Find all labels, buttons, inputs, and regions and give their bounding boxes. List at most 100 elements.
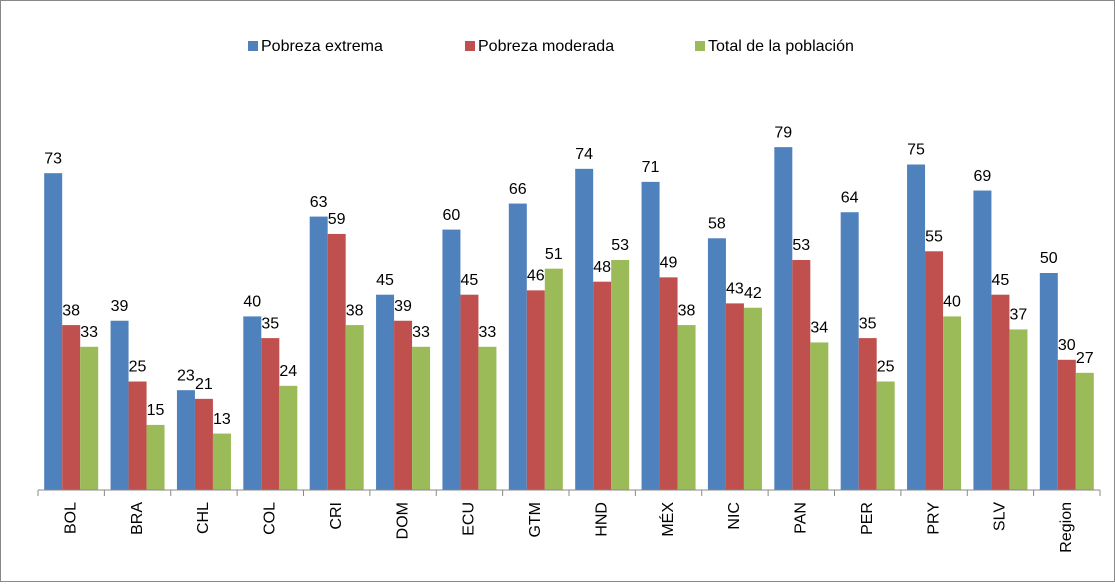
bar <box>1039 273 1058 490</box>
bar <box>991 294 1010 490</box>
bar <box>725 303 744 490</box>
value-label: 45 <box>376 272 394 289</box>
bar <box>128 381 147 490</box>
bar <box>593 281 612 490</box>
bar <box>309 216 328 490</box>
x-tick-label: CRI <box>328 502 345 530</box>
value-label: 60 <box>443 207 461 224</box>
bar <box>943 316 962 490</box>
value-label: 69 <box>974 168 992 185</box>
value-label: 71 <box>642 159 660 176</box>
value-label: 75 <box>907 142 925 159</box>
x-tick-label: PER <box>859 502 876 535</box>
x-tick-label: GTM <box>527 502 544 538</box>
x-tick-label: BRA <box>129 502 146 535</box>
bar <box>345 325 364 490</box>
legend-swatch <box>248 41 258 51</box>
value-label: 33 <box>80 324 98 341</box>
bar <box>611 259 630 490</box>
value-label: 23 <box>177 367 195 384</box>
bar <box>194 398 213 490</box>
bar <box>774 147 793 490</box>
value-label: 40 <box>243 294 261 311</box>
x-tick-label: BOL <box>62 502 79 534</box>
bar <box>412 346 431 490</box>
bar <box>858 338 877 490</box>
bar <box>110 320 129 490</box>
value-label: 13 <box>213 411 231 428</box>
bar <box>876 381 895 490</box>
bar <box>478 346 497 490</box>
bar <box>279 385 298 490</box>
value-label: 55 <box>925 229 943 246</box>
value-label: 63 <box>310 194 328 211</box>
legend-swatch <box>465 41 475 51</box>
bar <box>575 168 594 490</box>
legend-swatch <box>695 41 705 51</box>
bar <box>677 325 696 490</box>
value-label: 27 <box>1076 350 1094 367</box>
bar <box>62 325 81 490</box>
value-label: 33 <box>479 324 497 341</box>
bar <box>460 294 479 490</box>
bar <box>659 277 678 490</box>
bar <box>544 268 563 490</box>
bar <box>394 320 413 490</box>
bar <box>526 290 545 490</box>
x-tick-label: PRY <box>925 502 942 535</box>
legend-label: Pobreza extrema <box>261 38 383 55</box>
value-label: 49 <box>660 255 678 272</box>
bar <box>508 203 527 490</box>
value-label: 58 <box>708 215 726 232</box>
value-label: 38 <box>346 302 364 319</box>
value-label: 64 <box>841 189 859 206</box>
bar <box>1057 359 1076 490</box>
bar <box>442 229 461 490</box>
bar <box>810 342 829 490</box>
bar <box>327 233 346 490</box>
value-label: 30 <box>1058 337 1076 354</box>
x-tick-label: PAN <box>793 502 810 534</box>
legend-label: Total de la población <box>708 38 854 55</box>
x-tick-label: HND <box>593 502 610 537</box>
x-tick-label: COL <box>262 502 279 535</box>
x-tick-label: SLV <box>992 502 1009 531</box>
value-label: 25 <box>877 359 895 376</box>
value-label: 50 <box>1040 250 1058 267</box>
value-label: 21 <box>195 376 213 393</box>
bar <box>212 433 231 490</box>
value-label: 39 <box>394 298 412 315</box>
bar <box>840 212 859 491</box>
bar <box>176 390 195 490</box>
bar <box>641 181 660 491</box>
bar <box>925 251 944 490</box>
value-label: 38 <box>678 302 696 319</box>
x-tick-label: CHL <box>195 502 212 534</box>
value-label: 25 <box>129 359 147 376</box>
x-tick-label: ECU <box>461 502 478 536</box>
x-tick-label: MÉX <box>658 502 677 537</box>
value-label: 15 <box>147 402 165 419</box>
value-label: 74 <box>575 146 593 163</box>
value-label: 43 <box>726 281 744 298</box>
value-label: 59 <box>328 211 346 228</box>
bar <box>973 190 992 491</box>
bar <box>1009 329 1028 490</box>
value-label: 42 <box>744 285 762 302</box>
x-tick-label: Region <box>1058 502 1075 553</box>
value-label: 51 <box>545 246 563 263</box>
bar <box>376 294 395 490</box>
value-label: 40 <box>943 294 961 311</box>
bar <box>792 259 811 490</box>
bar <box>80 346 99 490</box>
value-label: 34 <box>810 320 828 337</box>
bar <box>243 316 262 490</box>
value-label: 79 <box>774 124 792 141</box>
value-label: 73 <box>44 150 62 167</box>
value-label: 35 <box>261 315 279 332</box>
value-label: 39 <box>111 298 129 315</box>
x-tick-label: NIC <box>726 502 743 530</box>
value-label: 35 <box>859 315 877 332</box>
bar <box>1075 372 1094 490</box>
